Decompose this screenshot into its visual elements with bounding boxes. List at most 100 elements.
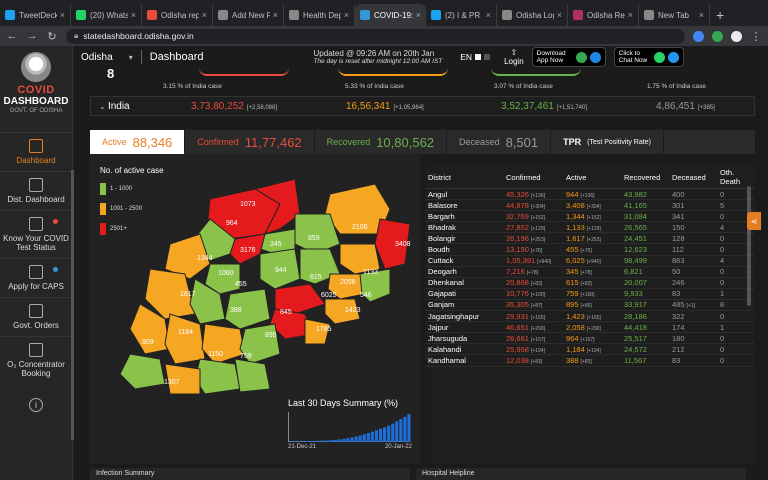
close-tab-icon[interactable]: × bbox=[130, 10, 136, 20]
summary-sparkline[interactable] bbox=[288, 412, 411, 442]
browser-tab[interactable]: New Tab × bbox=[639, 4, 710, 26]
close-tab-icon[interactable]: × bbox=[201, 10, 207, 20]
table-scrollbar[interactable] bbox=[747, 186, 751, 306]
col-recovered[interactable]: Recovered bbox=[621, 166, 669, 189]
table-row[interactable]: Deogarh 7,216 [+78] 345 [+78] 6,821 50 0 bbox=[425, 266, 755, 278]
reload-icon[interactable]: ↻ bbox=[47, 30, 57, 43]
extension-icon[interactable] bbox=[693, 30, 704, 42]
close-tab-icon[interactable]: × bbox=[272, 10, 278, 20]
table-row[interactable]: Cuttack 1,05,391 [+940] 6,025 [+940] 98,499 86… bbox=[425, 255, 755, 267]
district-gajapati[interactable] bbox=[234, 358, 271, 393]
district-angul[interactable] bbox=[259, 248, 301, 290]
sidebar-item-dashboard[interactable]: Dashboard bbox=[0, 132, 72, 171]
tab-active[interactable]: Active 88,346 bbox=[90, 130, 186, 154]
tab-tpr[interactable]: TPR (Test Positivity Rate) bbox=[551, 130, 664, 154]
app-store-icon[interactable] bbox=[589, 51, 601, 63]
district-bolangir[interactable] bbox=[144, 268, 196, 320]
table-row[interactable]: Bhadrak 27,852 [+129] 1,133 [+129] 26,565 150 4 bbox=[425, 221, 755, 234]
close-tab-icon[interactable]: × bbox=[698, 10, 704, 20]
district-ganjam[interactable] bbox=[239, 323, 281, 365]
district-puri[interactable] bbox=[304, 318, 331, 345]
browser-tab[interactable]: TweetDeck × bbox=[0, 4, 71, 26]
odisha-map[interactable]: 1073 964 2106 3408 345 859 3176 1344 106… bbox=[90, 154, 420, 394]
close-tab-icon[interactable]: × bbox=[415, 10, 421, 20]
new-tab-icon[interactable]: + bbox=[716, 7, 725, 23]
profile-icon[interactable] bbox=[731, 30, 742, 42]
table-row[interactable]: Kandhamal 12,038 [+83] 388 [+83] 11,567 83 0 bbox=[425, 354, 755, 367]
district-nabarangpur[interactable] bbox=[119, 353, 166, 390]
district-khurda[interactable] bbox=[269, 308, 316, 340]
table-row[interactable]: Ganjam 35,305 [+87] 895 [+86] 33,917 485 [+1] 8 bbox=[425, 299, 755, 312]
info-icon[interactable]: i bbox=[29, 398, 43, 412]
play-store-icon[interactable] bbox=[575, 51, 587, 63]
district-bargarh[interactable] bbox=[164, 233, 211, 280]
table-row[interactable]: Bargarh 32,769 [+152] 1,344 [+152] 31,084 341 0 bbox=[425, 210, 755, 223]
close-tab-icon[interactable]: × bbox=[556, 10, 562, 20]
district-bhadrak[interactable] bbox=[339, 243, 381, 275]
table-row[interactable]: Bolangir 26,196 [+253] 1,617 [+253] 24,451 128… bbox=[425, 232, 755, 245]
browser-tab[interactable]: COVID-19: × bbox=[355, 4, 426, 26]
language-toggle[interactable]: EN bbox=[460, 52, 491, 62]
table-row[interactable]: Balasore 44,878 [+304] 3,408 [+304] 41,165 301… bbox=[425, 199, 755, 212]
close-tab-icon[interactable]: × bbox=[343, 10, 349, 20]
table-row[interactable]: Jagatsinghapur 29,931 [+165] 1,423 [+165] 28,… bbox=[425, 310, 755, 323]
table-row[interactable]: Boudh 13,190 [+76] 455 [+76] 12,623 112 0 bbox=[425, 243, 755, 256]
table-row[interactable]: Kalahandi 25,968 [+194] 1,184 [+194] 24,572 21… bbox=[425, 343, 755, 356]
district-table-panel[interactable]: District Confirmed Active Recovered Dece… bbox=[425, 166, 755, 464]
tab-confirmed[interactable]: Confirmed 11,77,462 bbox=[185, 130, 315, 154]
browser-tab[interactable]: Odisha report× bbox=[142, 4, 213, 26]
hospital-helpline-card[interactable]: Hospital Helpline bbox=[416, 468, 746, 480]
whatsapp-icon[interactable] bbox=[653, 51, 665, 63]
theme-dark-icon[interactable] bbox=[484, 54, 491, 60]
messenger-icon[interactable] bbox=[667, 51, 679, 63]
col-confirmed[interactable]: Confirmed bbox=[503, 166, 563, 189]
district-kandhamal[interactable] bbox=[201, 323, 246, 365]
col-oth-death[interactable]: Oth. Death bbox=[717, 166, 755, 189]
forward-icon[interactable]: → bbox=[26, 30, 38, 42]
district-sonepur[interactable] bbox=[204, 263, 241, 295]
district-koraput[interactable] bbox=[164, 363, 201, 394]
browser-tab[interactable]: Health Dept× bbox=[284, 4, 355, 26]
district-nayagarh[interactable] bbox=[224, 288, 271, 330]
tab-deceased[interactable]: Deceased 8,501 bbox=[447, 130, 552, 154]
table-row[interactable]: Jharsuguda 26,661 [+157] 964 [+157] 25,517 180… bbox=[425, 332, 755, 345]
district-jajpur[interactable] bbox=[327, 273, 366, 300]
sidebar-scrollbar[interactable] bbox=[71, 170, 74, 440]
district-balasore[interactable] bbox=[374, 218, 411, 270]
menu-icon[interactable]: ⋮ bbox=[750, 30, 762, 43]
browser-tab[interactable]: (2) I & PR D× bbox=[426, 4, 497, 26]
district-cuttack[interactable] bbox=[274, 283, 326, 315]
share-icon[interactable]: ⋖ bbox=[747, 212, 761, 230]
table-row[interactable]: Angul 45,326 [+136] 944 [+136] 43,982 400 0 bbox=[425, 188, 755, 201]
table-row[interactable]: Gajapati 10,776 [+100] 759 [+100] 9,933 83 1 bbox=[425, 288, 755, 300]
region-select[interactable]: Odisha bbox=[81, 51, 113, 63]
col-district[interactable]: District bbox=[425, 166, 503, 189]
back-icon[interactable]: ← bbox=[6, 30, 18, 42]
chevron-down-icon[interactable]: ▾ bbox=[128, 52, 133, 62]
sidebar-item-test-status[interactable]: Know Your COVID Test Status bbox=[0, 210, 72, 258]
browser-tab[interactable]: (20) WhatsApp× bbox=[71, 4, 142, 26]
extension-icon[interactable] bbox=[712, 30, 723, 42]
sidebar-item-caps[interactable]: Apply for CAPS bbox=[0, 258, 72, 297]
district-nuapada[interactable] bbox=[129, 303, 171, 355]
india-row[interactable]: ⌄ India 3,73,80,252 [+2,58,088] 16,56,341… bbox=[90, 96, 755, 116]
logo[interactable]: COVID DASHBOARD GOVT. OF ODISHA bbox=[0, 46, 72, 114]
browser-tab[interactable]: Add New Post× bbox=[213, 4, 284, 26]
sidebar-item-dist-dashboard[interactable]: Dist. Dashboard bbox=[0, 171, 72, 210]
browser-tab[interactable]: Odisha Log × bbox=[497, 4, 568, 26]
close-tab-icon[interactable]: × bbox=[627, 10, 633, 20]
col-active[interactable]: Active bbox=[563, 166, 621, 189]
district-keonjhar-north[interactable] bbox=[253, 178, 301, 235]
close-tab-icon[interactable]: × bbox=[485, 10, 491, 20]
district-kalahandi[interactable] bbox=[164, 313, 206, 365]
sidebar-item-o2-booking[interactable]: O₂ Concentrator Booking bbox=[0, 336, 72, 384]
table-row[interactable]: Dhenkanal 20,868 [+83] 615 [+83] 20,007 246 0 bbox=[425, 277, 755, 289]
login-button[interactable]: ⇧ Login bbox=[504, 48, 524, 66]
district-kendrapara[interactable] bbox=[359, 268, 391, 303]
download-app-button[interactable]: Download App Now bbox=[531, 46, 606, 68]
tab-recovered[interactable]: Recovered 10,80,562 bbox=[315, 130, 448, 154]
table-row[interactable]: Jajpur 46,651 [+290] 2,058 [+290] 44,418 174 1 bbox=[425, 321, 755, 334]
chat-button[interactable]: Click to Chat Now bbox=[613, 46, 684, 68]
infection-summary-card[interactable]: Infection Summary bbox=[90, 468, 410, 480]
close-tab-icon[interactable]: × bbox=[59, 10, 65, 20]
